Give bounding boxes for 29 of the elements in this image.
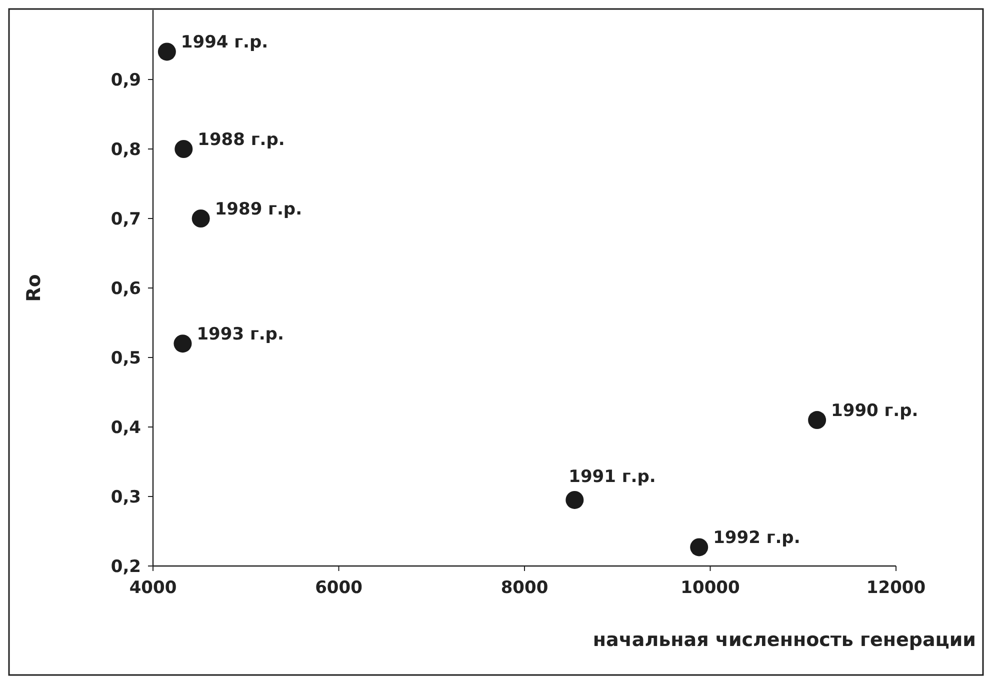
- point: [808, 411, 826, 430]
- x-tick-label: 6000: [315, 578, 363, 598]
- annotation: 1994 г.р.: [180, 32, 268, 53]
- x-tick-label: 10000: [680, 578, 740, 598]
- x-tick-label: 8000: [500, 578, 548, 598]
- annotation: 1989 г.р.: [214, 200, 302, 220]
- x-tick-label: 4000: [129, 578, 177, 598]
- point: [192, 210, 210, 228]
- y-tick-label: 0,3: [110, 488, 141, 508]
- annotation: 1988 г.р.: [198, 130, 285, 150]
- annotation: 1992 г.р.: [713, 528, 800, 548]
- point: [174, 334, 192, 353]
- y-axis-title: Ro: [23, 274, 45, 302]
- y-tick-label: 0,4: [110, 418, 142, 438]
- point: [566, 490, 584, 509]
- y-tick-label: 0,2: [110, 557, 141, 577]
- annotation: 1991 г.р.: [568, 466, 656, 487]
- annotation: 1990 г.р.: [831, 401, 918, 422]
- annotation: 1993 г.р.: [196, 324, 284, 345]
- point: [158, 42, 176, 61]
- x-axis-title: начальная численность генерации: [592, 629, 976, 651]
- point: [690, 538, 708, 556]
- y-tick-label: 0,9: [110, 70, 141, 90]
- x-tick-label: 12000: [866, 578, 926, 598]
- y-tick-label: 0,5: [110, 348, 141, 368]
- y-tick-label: 0,7: [110, 210, 141, 230]
- point: [174, 140, 193, 158]
- y-tick-label: 0,8: [110, 140, 141, 160]
- y-tick-label: 0,6: [110, 279, 141, 299]
